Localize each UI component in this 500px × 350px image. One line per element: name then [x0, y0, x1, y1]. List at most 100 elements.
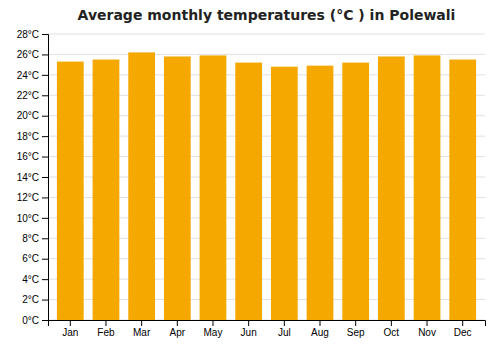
y-tick-mark [42, 95, 48, 96]
y-axis: 0°C 2°C 4°C 6°C 8°C 10°C 12°C 14°C 16°C 18°C 20°C 2… [17, 29, 49, 326]
y-tick: 24°C [17, 70, 48, 81]
y-tick-label: 4°C [22, 274, 39, 285]
y-tick: 22°C [17, 90, 48, 101]
y-tick-label: 24°C [17, 70, 39, 81]
x-tick-label: Dec [454, 327, 472, 338]
y-tick-label: 14°C [17, 172, 39, 183]
x-tick: Oct [384, 320, 400, 338]
y-tick-mark [42, 34, 48, 35]
y-tick-label: 10°C [17, 213, 39, 224]
bar [93, 60, 120, 320]
y-tick-label: 20°C [17, 110, 39, 121]
x-tick-label: Jul [278, 327, 291, 338]
y-tick: 14°C [17, 172, 48, 183]
y-tick: 20°C [17, 110, 48, 121]
x-tick-label: Mar [133, 327, 151, 338]
x-tick-mark [391, 320, 392, 326]
x-tick-mark [141, 320, 142, 326]
y-tick-mark [42, 197, 48, 198]
x-tick: May [204, 320, 223, 338]
y-tick-mark [42, 116, 48, 117]
x-tick: Sep [347, 320, 365, 338]
x-tick-label: Sep [347, 327, 365, 338]
y-tick-mark [42, 218, 48, 219]
x-tick-mark [320, 320, 321, 326]
x-tick: Feb [97, 320, 115, 338]
x-tick-label: Jun [241, 327, 257, 338]
y-tick-mark [42, 300, 48, 301]
y-tick-label: 8°C [22, 233, 39, 244]
y-tick: 26°C [17, 49, 48, 60]
bars [57, 52, 476, 320]
x-tick: Aug [311, 320, 329, 338]
x-tick: Apr [170, 320, 186, 338]
y-tick-mark [42, 157, 48, 158]
y-tick-mark [42, 238, 48, 239]
y-tick-label: 26°C [17, 49, 39, 60]
y-tick-mark [42, 75, 48, 76]
x-tick-mark [212, 320, 213, 326]
y-axis-line [42, 35, 49, 321]
x-tick-label: Oct [384, 327, 400, 338]
y-tick: 0°C [22, 315, 48, 326]
x-tick-label: Jan [62, 327, 78, 338]
y-tick-label: 28°C [17, 29, 39, 40]
x-tick-mark [70, 320, 71, 326]
x-tick: Jul [278, 320, 291, 338]
y-tick-mark [42, 279, 48, 280]
grid-line [48, 54, 485, 55]
x-tick-mark [248, 320, 249, 326]
x-tick-mark [462, 320, 463, 326]
bar [164, 56, 191, 320]
x-tick: Jan [62, 320, 78, 338]
x-tick: Dec [454, 320, 472, 338]
x-tick-mark [177, 320, 178, 326]
bar [414, 55, 441, 320]
x-tick: Jun [241, 320, 257, 338]
y-tick: 4°C [22, 274, 48, 285]
y-tick-label: 22°C [17, 90, 39, 101]
y-tick-label: 12°C [17, 192, 39, 203]
x-tick: Nov [418, 320, 436, 338]
y-tick-mark [42, 54, 48, 55]
y-tick: 10°C [17, 213, 48, 224]
bar [57, 62, 84, 320]
y-tick: 8°C [22, 233, 48, 244]
y-tick-mark [42, 177, 48, 178]
y-tick: 16°C [17, 151, 48, 162]
grid-line [48, 34, 485, 35]
y-tick-mark [42, 320, 48, 321]
y-tick-mark [42, 259, 48, 260]
bar [235, 63, 262, 320]
x-tick-label: May [204, 327, 223, 338]
bar [271, 67, 298, 320]
title: Average monthly temperatures (°C ) in Po… [78, 7, 456, 23]
bar [200, 55, 227, 320]
x-tick-mark [427, 320, 428, 326]
x-tick-label: Feb [97, 327, 115, 338]
x-tick-label: Aug [311, 327, 329, 338]
bar [128, 52, 155, 320]
y-tick: 2°C [22, 294, 48, 305]
bar [449, 60, 476, 320]
y-tick-label: 2°C [22, 294, 39, 305]
y-tick-label: 18°C [17, 131, 39, 142]
x-tick-label: Nov [418, 327, 436, 338]
y-tick: 12°C [17, 192, 48, 203]
chart: Jan Feb Mar Apr May Jun Jul Aug Sep Oct Nov Dec 0°C 2… [0, 0, 500, 350]
bar [378, 56, 405, 320]
x-axis-line [49, 321, 486, 327]
x-tick-mark [105, 320, 106, 326]
y-tick: 6°C [22, 253, 48, 264]
x-axis: Jan Feb Mar Apr May Jun Jul Aug Sep Oct Nov Dec [49, 320, 486, 338]
x-tick-label: Apr [170, 327, 186, 338]
y-tick-mark [42, 136, 48, 137]
y-tick-label: 0°C [22, 315, 39, 326]
x-tick: Mar [133, 320, 151, 338]
bar [307, 66, 334, 320]
bar [342, 63, 369, 320]
x-tick-mark [355, 320, 356, 326]
y-tick: 28°C [17, 29, 48, 40]
plot: Jan Feb Mar Apr May Jun Jul Aug Sep Oct Nov Dec 0°C 2… [17, 29, 486, 338]
y-tick-label: 16°C [17, 151, 39, 162]
